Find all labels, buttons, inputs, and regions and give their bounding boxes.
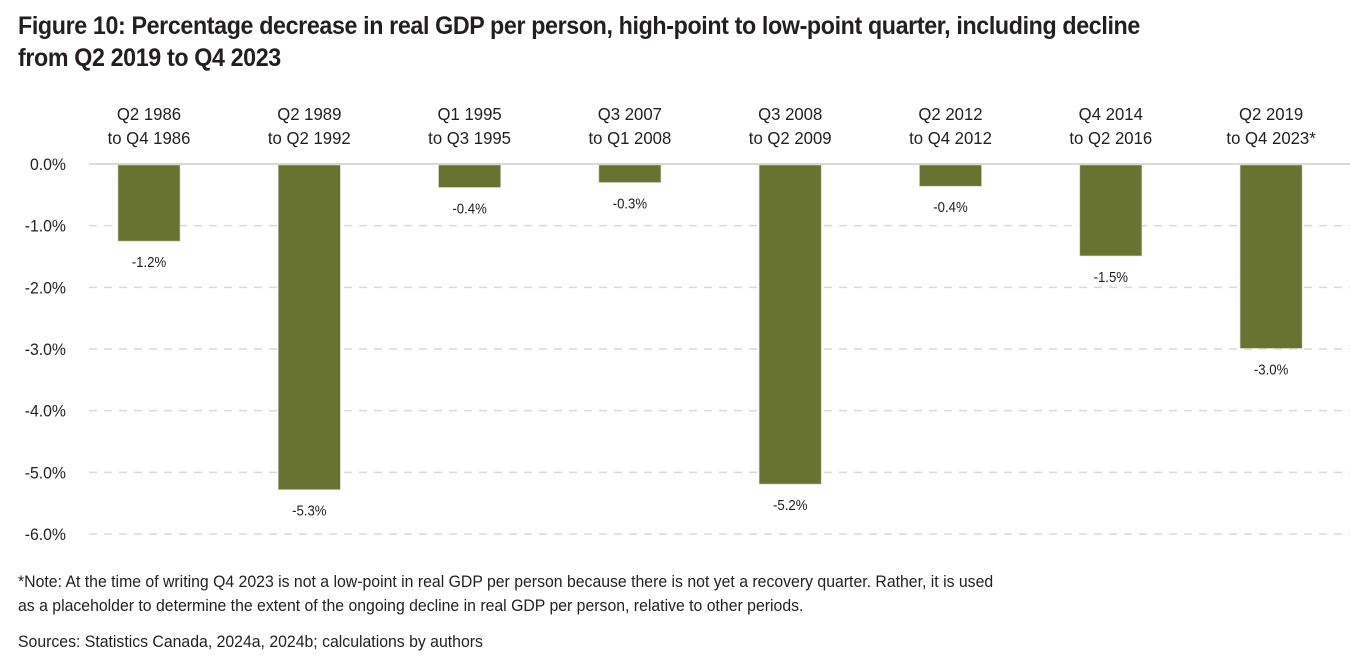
y-tick-label: -2.0% (25, 279, 66, 298)
data-label: -1.5% (1094, 268, 1129, 285)
data-label: -5.2% (773, 496, 808, 513)
data-label: -5.3% (292, 502, 327, 519)
category-label: to Q2 2016 (1069, 127, 1152, 148)
note-line-1: *Note: At the time of writing Q4 2023 is… (18, 572, 994, 591)
category-label: to Q3 1995 (428, 127, 511, 148)
y-tick-label: -6.0% (25, 526, 66, 545)
bar (598, 164, 662, 183)
y-tick-label: -1.0% (25, 217, 66, 236)
category-label: to Q4 2012 (909, 127, 992, 148)
data-label: -1.2% (132, 253, 167, 270)
data-label: -0.4% (933, 198, 968, 215)
category-label: to Q2 2009 (749, 127, 832, 148)
category-label: Q2 1989 (277, 103, 341, 124)
category-label: Q4 2014 (1079, 103, 1144, 124)
category-label: to Q1 2008 (588, 127, 671, 148)
chart-title-line-2: from Q2 2019 to Q4 2023 (18, 44, 281, 72)
y-tick-label: -3.0% (25, 341, 66, 360)
bar-chart: 0.0% -1.0% -2.0% -3.0% -4.0% -5.0% -6.0% Q2 198… (25, 103, 1350, 545)
bar (758, 164, 822, 485)
data-label: -0.4% (452, 200, 487, 217)
category-label: to Q4 1986 (108, 127, 191, 148)
category-label: Q1 1995 (437, 103, 501, 124)
note-line-2: as a placeholder to determine the extent… (18, 596, 804, 615)
data-label: -0.3% (613, 195, 648, 212)
data-label: -3.0% (1254, 361, 1289, 378)
category-label: to Q4 2023* (1226, 127, 1316, 148)
category-label: Q3 2007 (598, 103, 662, 124)
bar (438, 164, 501, 188)
bar (1239, 164, 1303, 349)
category-label: Q2 1986 (117, 103, 181, 124)
category-label: Q2 2012 (918, 103, 982, 124)
bar (919, 164, 982, 187)
chart-title: Figure 10: Percentage decrease in real G… (18, 10, 1246, 74)
chart-note: *Note: At the time of writing Q4 2023 is… (18, 570, 1134, 618)
category-label: Q2 2019 (1239, 103, 1303, 124)
bar (117, 164, 181, 242)
y-tick-label: -4.0% (25, 402, 66, 421)
y-tick-label: -5.0% (25, 464, 66, 483)
chart-source: Sources: Statistics Canada, 2024a, 2024b… (18, 632, 483, 651)
bar (277, 164, 341, 490)
chart-title-line-1: Figure 10: Percentage decrease in real G… (18, 12, 1140, 40)
y-tick-label: 0.0% (30, 156, 66, 175)
bar (1079, 164, 1143, 257)
category-label: Q3 2008 (758, 103, 822, 124)
category-label: to Q2 1992 (268, 127, 351, 148)
